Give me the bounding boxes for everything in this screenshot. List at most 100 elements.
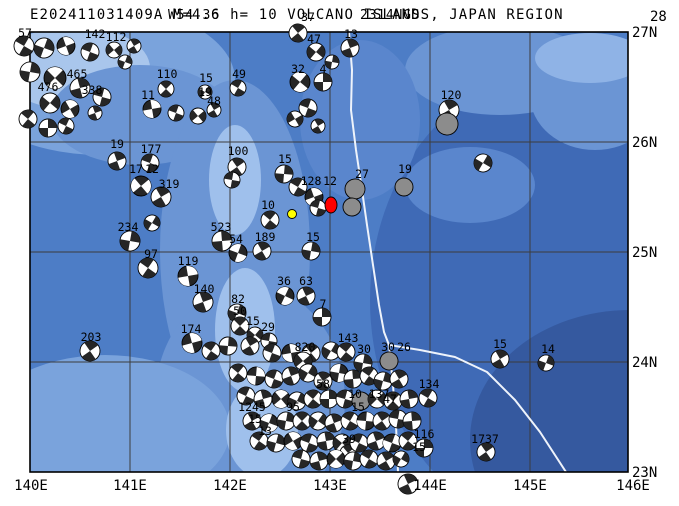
focal-mechanism	[343, 369, 363, 389]
depth-label: 174	[181, 322, 202, 336]
focal-mechanism	[342, 197, 362, 217]
focal-mechanism	[414, 438, 434, 458]
x-tick-142e: 142E	[213, 478, 247, 494]
focal-mechanism	[143, 214, 161, 232]
depth-label: 82	[231, 292, 245, 306]
focal-mechanism	[349, 433, 369, 453]
plot-title-overlay-magnitude: W54.36	[168, 8, 220, 23]
depth-label: 234	[118, 220, 139, 234]
depth-label: 189	[255, 230, 276, 244]
focal-mechanism	[117, 54, 133, 70]
depth-label: 13	[258, 424, 272, 438]
focal-mechanism	[177, 265, 199, 287]
depth-label: 15	[246, 314, 260, 328]
event-marker-yellow	[287, 209, 297, 219]
focal-mechanism	[389, 369, 409, 389]
focal-mechanisms-layer	[13, 23, 555, 495]
focal-mechanism	[373, 371, 393, 391]
depth-label: 39	[342, 432, 356, 446]
focal-mechanism	[418, 388, 438, 408]
depth-label: 15	[248, 412, 262, 426]
focal-mechanism	[388, 409, 408, 429]
focal-mechanism	[435, 112, 459, 136]
depth-label: 26	[397, 340, 411, 354]
depth-label: 29	[261, 320, 275, 334]
depth-label: 58	[316, 377, 330, 391]
focal-mechanism	[392, 450, 410, 468]
focal-mechanism	[79, 340, 101, 362]
focal-mechanism	[119, 230, 141, 252]
focal-mechanism	[301, 241, 321, 261]
focal-mechanism	[397, 473, 419, 495]
focal-mechanism	[218, 336, 238, 356]
depth-label: 32	[291, 62, 305, 76]
focal-mechanism	[240, 336, 260, 356]
depth-label: 7	[320, 297, 327, 311]
bathymetry-patch	[535, 33, 628, 83]
focal-mechanism	[252, 241, 272, 261]
focal-mechanism	[274, 164, 294, 184]
focal-mechanism	[80, 42, 100, 62]
focal-mechanism	[126, 38, 142, 54]
focal-mechanism	[253, 389, 273, 409]
focal-mechanism	[228, 363, 248, 383]
focal-mechanism	[150, 186, 172, 208]
focal-mechanism	[312, 307, 332, 327]
focal-mechanism	[142, 99, 162, 119]
y-tick-24n: 24N	[632, 355, 657, 371]
focal-mechanism	[473, 153, 493, 173]
focal-mechanism	[490, 349, 510, 369]
focal-mechanism	[137, 257, 159, 279]
depth-label: 10	[348, 387, 362, 401]
depth-label: 319	[159, 177, 180, 191]
depth-label: 30	[381, 340, 395, 354]
focal-mechanism	[309, 451, 329, 471]
focal-mechanism	[402, 411, 422, 431]
focal-mechanism	[276, 411, 296, 431]
event-marker-red	[324, 196, 338, 214]
trench-line	[388, 344, 567, 472]
depth-label: 1737	[471, 432, 499, 446]
y-tick-23n: 23N	[632, 465, 657, 481]
focal-mechanism	[271, 389, 291, 409]
focal-mechanism	[223, 171, 241, 189]
focal-mechanism	[189, 107, 207, 125]
depth-label: 203	[81, 330, 102, 344]
focal-mechanism	[288, 23, 308, 43]
depth-label: 10	[261, 198, 275, 212]
focal-mechanism	[298, 98, 318, 118]
depth-label: 119	[178, 254, 199, 268]
depth-label: 13	[344, 27, 358, 41]
focal-mechanism	[275, 286, 295, 306]
focal-mechanism	[359, 449, 379, 469]
event-markers-layer	[287, 196, 338, 219]
map-frame	[29, 31, 629, 473]
focal-mechanism	[310, 118, 326, 134]
focal-mechanism	[43, 66, 67, 90]
focal-mechanism	[366, 431, 386, 451]
corner-count-label: 28	[650, 9, 667, 25]
depth-label: 37	[301, 10, 315, 24]
depth-label: 177	[141, 142, 162, 156]
focal-mechanism	[249, 431, 269, 451]
focal-mechanism	[264, 369, 284, 389]
depth-label: 19	[110, 137, 124, 151]
depth-label: 48	[207, 94, 221, 108]
focal-mechanism	[19, 61, 41, 83]
focal-mechanism	[394, 177, 414, 197]
focal-mechanism	[229, 79, 247, 97]
focal-mechanism	[206, 102, 222, 118]
focal-mechanism	[18, 109, 38, 129]
focal-mechanism	[38, 118, 58, 138]
depth-label: 15	[412, 440, 426, 454]
depth-label: 128	[301, 174, 322, 188]
depth-label: 12	[323, 174, 337, 188]
depth-label: 97	[144, 247, 158, 261]
depth-label: 137	[369, 387, 390, 401]
depth-label: 476	[38, 80, 59, 94]
focal-mechanism	[367, 389, 387, 409]
depth-label: 4	[320, 62, 327, 76]
focal-mechanism	[56, 36, 76, 56]
